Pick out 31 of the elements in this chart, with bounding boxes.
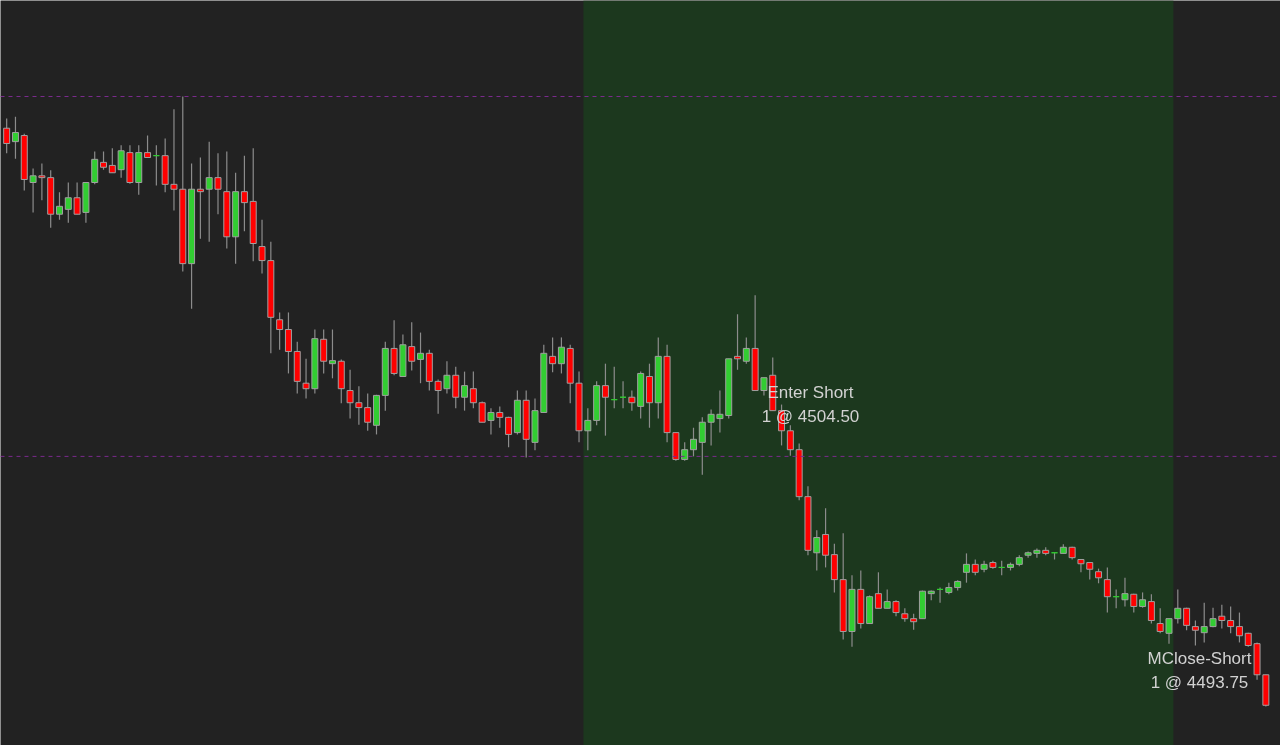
candlestick (469, 371, 477, 409)
candlestick (1147, 593, 1155, 625)
candlestick (786, 424, 794, 457)
candlestick (962, 552, 970, 584)
candlestick (698, 416, 706, 476)
candlestick (1174, 588, 1182, 625)
candlestick (1227, 605, 1235, 634)
candlestick (276, 311, 284, 351)
candlestick (1103, 566, 1111, 614)
candlestick (1235, 611, 1243, 644)
candlestick (328, 328, 336, 379)
candlestick (144, 134, 152, 159)
candlestick (100, 150, 108, 171)
candlestick (240, 155, 248, 232)
candlestick (417, 331, 425, 384)
candlestick (11, 116, 19, 160)
candlestick (557, 336, 565, 375)
candlestick (196, 156, 204, 240)
candlestick (3, 117, 11, 154)
candlestick (822, 507, 830, 569)
candlestick (56, 191, 63, 221)
candlestick (284, 311, 292, 375)
candlestick (601, 363, 609, 437)
annotation: MClose-Short 1 @ 4493.75 (1147, 649, 1252, 692)
candlestick (505, 416, 513, 448)
candlestick (461, 371, 469, 412)
candlestick (874, 571, 882, 609)
candlestick (734, 313, 742, 371)
candlestick (1191, 619, 1199, 647)
candlestick (690, 427, 697, 457)
candlestick (549, 336, 557, 373)
